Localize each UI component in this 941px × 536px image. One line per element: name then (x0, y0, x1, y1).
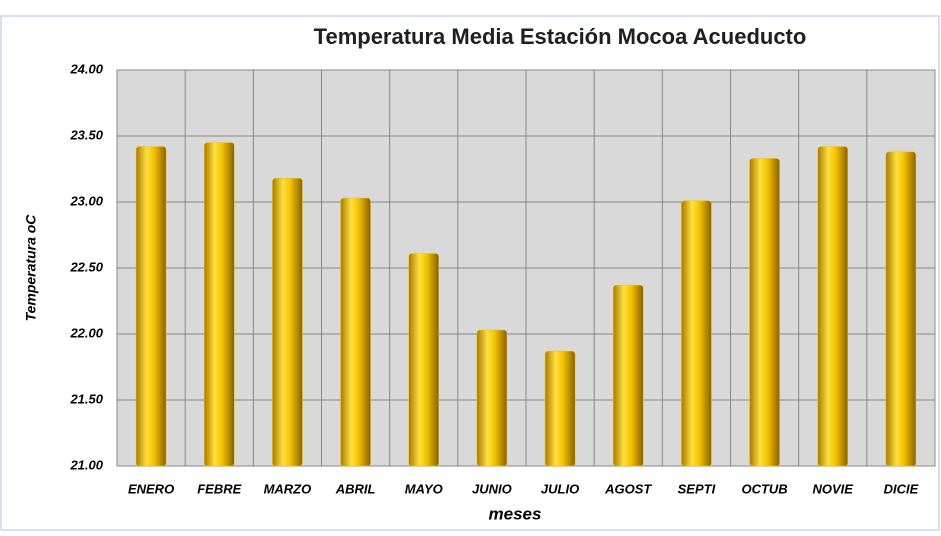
bar (340, 197, 371, 467)
y-tick-label: 23.50 (69, 127, 103, 142)
x-tick-label: SEPTI (678, 481, 716, 496)
x-tick-label: MARZO (264, 481, 312, 496)
y-tick-label: 24.00 (69, 61, 103, 76)
bar (272, 177, 303, 467)
bar (817, 146, 848, 467)
x-tick-label: JULIO (541, 481, 579, 496)
x-tick-label: ENERO (128, 481, 174, 496)
bar (408, 253, 439, 467)
bar (749, 158, 780, 467)
y-tick-label: 23.00 (69, 193, 103, 208)
x-axis-label: meses (489, 504, 542, 523)
bar (135, 146, 167, 467)
x-tick-label: AGOST (604, 481, 652, 496)
bar (476, 329, 508, 467)
y-tick-label: 21.00 (69, 457, 103, 472)
bar (204, 142, 235, 467)
x-tick-label: DICIE (884, 481, 919, 496)
y-tick-label: 22.50 (69, 259, 103, 274)
y-tick-label: 22.00 (69, 325, 103, 340)
bar (885, 151, 917, 467)
y-tick-label: 21.50 (69, 391, 103, 406)
bar (544, 350, 576, 467)
bar (681, 200, 712, 467)
y-axis-label: Temperatura oC (23, 214, 39, 322)
bar (613, 284, 644, 467)
x-tick-label: ABRIL (335, 481, 376, 496)
x-tick-label: NOVIE (813, 481, 854, 496)
chart-title: Temperatura Media Estación Mocoa Acueduc… (314, 24, 807, 49)
x-tick-label: JUNIO (472, 481, 512, 496)
x-tick-label: OCTUB (741, 481, 787, 496)
x-tick-label: FEBRE (197, 481, 241, 496)
x-tick-label: MAYO (405, 481, 443, 496)
